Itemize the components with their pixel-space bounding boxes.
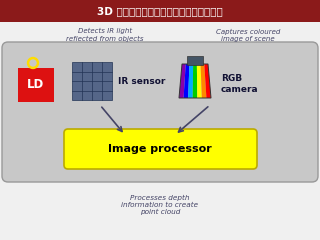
FancyBboxPatch shape [187, 56, 203, 65]
Text: Detects IR light
reflected from objects: Detects IR light reflected from objects [66, 28, 144, 42]
Polygon shape [188, 64, 193, 98]
Bar [72, 62, 112, 100]
Polygon shape [193, 64, 197, 98]
Text: Captures coloured
image of scene: Captures coloured image of scene [216, 29, 280, 42]
Polygon shape [179, 64, 186, 98]
Bar [0, 0, 320, 22]
Circle shape [28, 58, 38, 68]
Circle shape [30, 60, 36, 66]
Polygon shape [204, 64, 211, 98]
Text: IR sensor: IR sensor [118, 78, 165, 86]
Text: RGB
camera: RGB camera [221, 74, 259, 94]
Text: Image processor: Image processor [108, 144, 212, 154]
Polygon shape [197, 64, 202, 98]
FancyBboxPatch shape [2, 42, 318, 182]
Polygon shape [201, 64, 206, 98]
FancyBboxPatch shape [64, 129, 257, 169]
Polygon shape [184, 64, 189, 98]
Bar [18, 68, 54, 102]
Text: Processes depth
information to create
point cloud: Processes depth information to create po… [121, 195, 199, 215]
Text: 3D 视觉产品中图像处理芯片具有重要地位: 3D 视觉产品中图像处理芯片具有重要地位 [97, 6, 223, 16]
Text: LD: LD [28, 78, 44, 91]
